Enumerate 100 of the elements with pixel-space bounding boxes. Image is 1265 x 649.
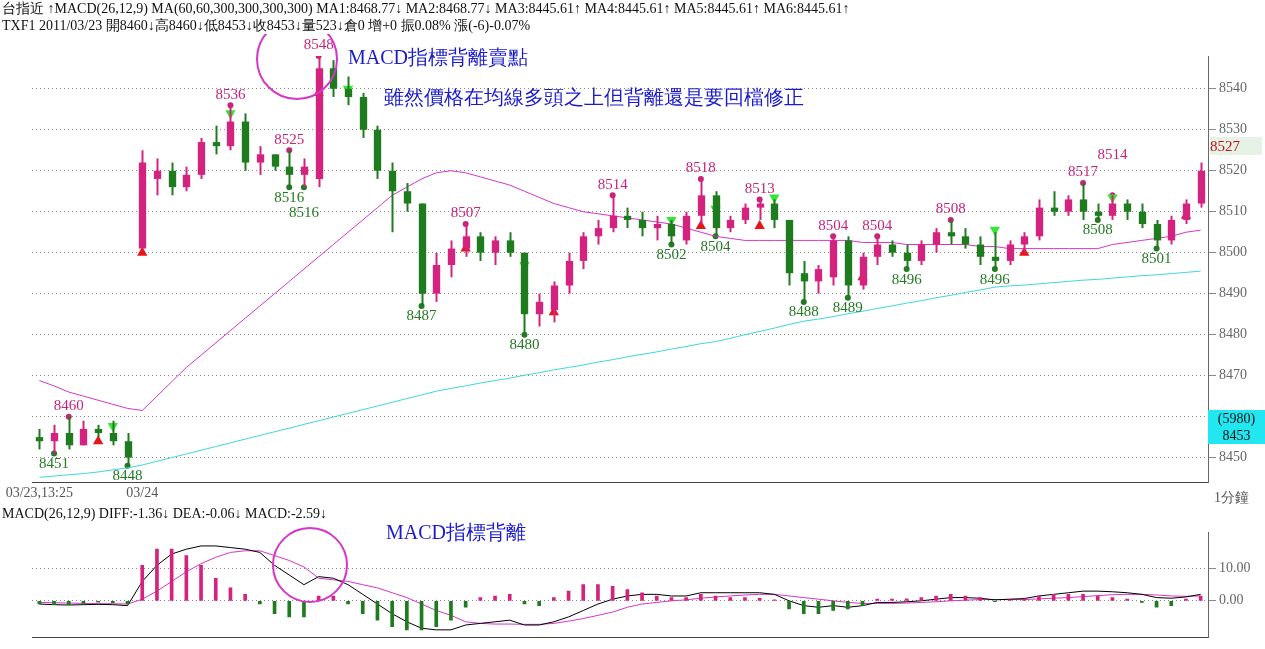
chart-title: 台指近 ↑MACD(26,12,9) MA(60,60,300,300,300,300) MA1:8468.77↓ MA2:8468.77↓ MA3:8445.61↑ MA4:8445.61↑ MA5:8445.61↑ MA6:8445.61↑ (2, 0, 850, 17)
bar (978, 597, 982, 601)
data-label: 8525 (274, 130, 305, 147)
data-label: 8513 (744, 179, 775, 196)
bar (1081, 594, 1085, 601)
candlestick (1123, 198, 1132, 221)
annotation: 雖然價格在均線多頭之上但背離還是要回檔修正 (384, 86, 804, 108)
candlestick (594, 218, 603, 246)
data-label: 8460 (53, 397, 84, 414)
data-label: 8504 (862, 216, 893, 233)
y-tick-label: 8500 (1219, 244, 1247, 260)
candlestick (388, 161, 397, 234)
data-label: 8496 (979, 270, 1011, 287)
candlestick (79, 419, 88, 447)
data-label: 8507 (450, 204, 482, 221)
candlestick (917, 239, 926, 266)
candlestick (814, 264, 823, 295)
bar (258, 600, 262, 605)
bar (699, 594, 703, 601)
bar (111, 600, 115, 604)
bar (581, 584, 586, 601)
data-label: 8517 (1068, 163, 1099, 180)
data-label: 8548 (303, 36, 334, 53)
y-tick-label: 8530 (1219, 121, 1247, 137)
candlestick (168, 161, 177, 197)
bar (199, 564, 203, 601)
bar (743, 597, 747, 601)
data-label: 8489 (832, 299, 863, 316)
bar (919, 597, 924, 601)
bar (728, 597, 733, 601)
data-label: 8514 (597, 175, 629, 192)
candlestick (535, 292, 544, 328)
bar (66, 600, 71, 606)
text: 1分鐘 (1214, 489, 1249, 506)
bar (846, 600, 850, 610)
annotation: MACD指標背離賣點 (348, 46, 529, 68)
data-label: 8504 (818, 216, 849, 233)
text: (5980) 8453 (1208, 410, 1265, 444)
candlestick (182, 165, 191, 193)
bar (390, 600, 394, 627)
candlestick (153, 157, 162, 197)
data-label: 8516 (288, 203, 320, 220)
y-tick-label: 8470 (1219, 367, 1247, 383)
bar (801, 600, 806, 615)
candlestick (1050, 190, 1059, 217)
y-tick-label: 8540 (1219, 80, 1247, 96)
bar (654, 595, 659, 601)
bar (831, 600, 835, 611)
data-label: 8502 (656, 245, 687, 262)
point (697, 175, 704, 182)
bar (1169, 600, 1174, 606)
chart-subtitle: TXF1 2011/03/23 開8460↓高8460↓低8453↓收8453↓量523↓倉0 增+0 振0.08% 漲(-6)-0.07% (2, 17, 531, 34)
bar (140, 564, 145, 601)
candlestick (256, 145, 265, 176)
data-label: 8448 (112, 467, 143, 484)
candlestick (976, 235, 985, 266)
data-label: 8496 (891, 270, 923, 287)
bar (360, 600, 365, 615)
data-label: 8514 (1097, 145, 1128, 162)
bar (537, 600, 541, 606)
bar (934, 595, 938, 601)
bar (302, 600, 306, 618)
point (754, 220, 765, 230)
bar (449, 600, 453, 621)
y-tick-label: 0.00 (1219, 592, 1244, 608)
y-tick-label: 8510 (1219, 203, 1247, 219)
data-label: 8518 (685, 159, 716, 176)
data-label: 8516 (274, 188, 305, 205)
bar (669, 597, 674, 601)
candlestick (1079, 182, 1088, 221)
point (92, 435, 104, 445)
candlestick (300, 157, 309, 189)
candlestick (1167, 214, 1176, 246)
candlestick (1064, 194, 1073, 217)
data-label: 8508 (1082, 221, 1113, 238)
bar (640, 592, 644, 601)
data-label: 8480 (509, 336, 540, 353)
y-tick-label: 8480 (1219, 326, 1247, 342)
candlestick (932, 227, 941, 254)
bar (81, 600, 86, 604)
bar (478, 597, 483, 601)
candlestick (476, 231, 485, 262)
bar (1037, 595, 1041, 601)
candlestick (638, 210, 647, 238)
candlestick (961, 227, 970, 250)
data-label: 8504 (700, 237, 732, 254)
bar (405, 600, 409, 631)
bar (787, 600, 791, 610)
bar (948, 594, 953, 601)
candlestick (35, 427, 44, 451)
data-label: 8501 (1141, 250, 1172, 267)
candlestick (623, 206, 632, 230)
x-tick-label: 03/24 (126, 485, 159, 501)
bar (434, 600, 439, 627)
candlestick (212, 124, 221, 156)
bar (155, 548, 159, 601)
annotation: MACD指標背離 (386, 521, 527, 543)
bar (52, 600, 56, 606)
bar (596, 584, 600, 601)
candlestick (506, 231, 515, 258)
